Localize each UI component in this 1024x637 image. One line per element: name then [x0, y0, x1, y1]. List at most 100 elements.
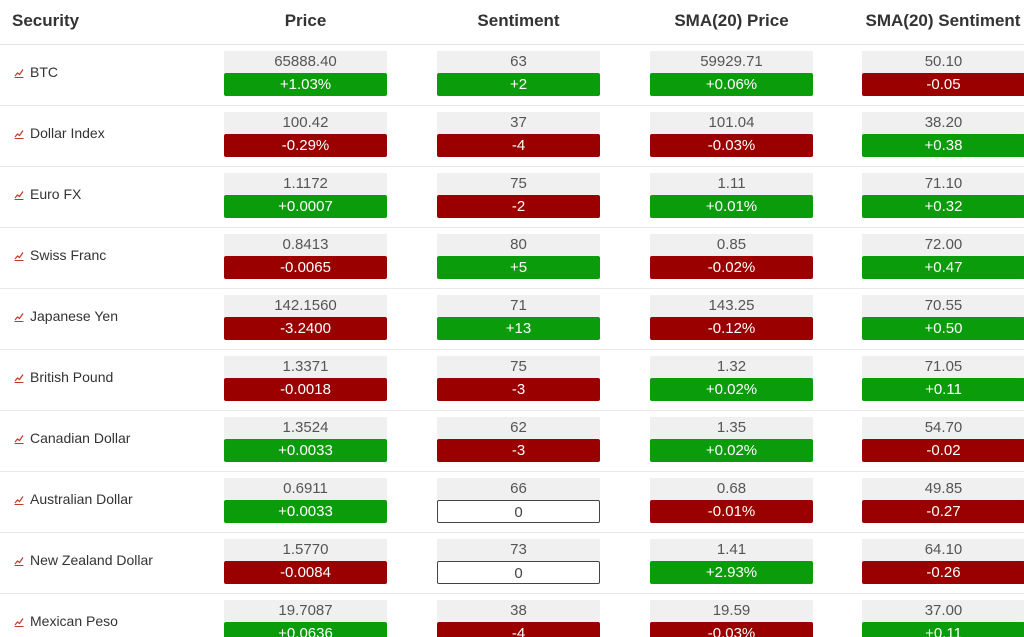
- price-cell: 1.1172 +0.0007: [224, 173, 387, 218]
- price-change-badge: +0.0033: [224, 439, 387, 462]
- price-value: 1.3371: [224, 356, 387, 378]
- security-link[interactable]: BTC: [14, 64, 58, 80]
- sma-sentiment-change-badge: +0.11: [862, 622, 1024, 637]
- sma-price-value: 1.32: [650, 356, 813, 378]
- sma-sentiment-value: 71.10: [862, 173, 1024, 195]
- sentiment-cell: 73 0: [437, 539, 600, 584]
- sentiment-change-badge: 0: [437, 561, 600, 584]
- table-row: Canadian Dollar 1.3524 +0.0033 62 -3 1.35 +0.0…: [0, 410, 1024, 472]
- sentiment-value: 62: [437, 417, 600, 439]
- sma-sentiment-cell: 38.20 +0.38: [862, 112, 1024, 157]
- header-sma-price[interactable]: SMA(20) Price: [674, 11, 789, 30]
- security-name: Canadian Dollar: [30, 430, 131, 446]
- sma-price-value: 1.41: [650, 539, 813, 561]
- sma-price-value: 0.85: [650, 234, 813, 256]
- sentiment-change-badge: -4: [437, 622, 600, 637]
- price-cell: 65888.40 +1.03%: [224, 51, 387, 96]
- sentiment-change-badge: -2: [437, 195, 600, 218]
- sma-sentiment-change-badge: +0.47: [862, 256, 1024, 279]
- sentiment-change-badge: -4: [437, 134, 600, 157]
- security-link[interactable]: New Zealand Dollar: [14, 552, 153, 568]
- chart-line-icon: [14, 557, 24, 566]
- price-cell: 142.1560 -3.2400: [224, 295, 387, 340]
- sma-sentiment-value: 38.20: [862, 112, 1024, 134]
- sma-sentiment-cell: 70.55 +0.50: [862, 295, 1024, 340]
- sma-sentiment-change-badge: -0.02: [862, 439, 1024, 462]
- sma-price-change-badge: -0.02%: [650, 256, 813, 279]
- security-link[interactable]: Swiss Franc: [14, 247, 106, 263]
- table-row: New Zealand Dollar 1.5770 -0.0084 73 0 1.41 +2…: [0, 532, 1024, 594]
- header-sentiment[interactable]: Sentiment: [477, 11, 560, 30]
- header-sma-sentiment[interactable]: SMA(20) Sentiment: [865, 11, 1021, 30]
- security-link[interactable]: Japanese Yen: [14, 308, 118, 324]
- sentiment-value: 80: [437, 234, 600, 256]
- sma-price-cell: 1.32 +0.02%: [650, 356, 813, 401]
- security-link[interactable]: Australian Dollar: [14, 491, 133, 507]
- table-row: BTC 65888.40 +1.03% 63 +2 59929.71 +0.06% 50.10…: [0, 44, 1024, 106]
- price-value: 65888.40: [224, 51, 387, 73]
- sma-sentiment-cell: 49.85 -0.27: [862, 478, 1024, 523]
- sma-price-change-badge: -0.03%: [650, 622, 813, 637]
- sma-price-value: 1.35: [650, 417, 813, 439]
- sentiment-value: 71: [437, 295, 600, 317]
- price-cell: 1.5770 -0.0084: [224, 539, 387, 584]
- sma-sentiment-value: 54.70: [862, 417, 1024, 439]
- sma-price-value: 59929.71: [650, 51, 813, 73]
- sentiment-change-badge: 0: [437, 500, 600, 523]
- price-value: 1.1172: [224, 173, 387, 195]
- sma-sentiment-cell: 71.05 +0.11: [862, 356, 1024, 401]
- price-cell: 19.7087 +0.0636: [224, 600, 387, 637]
- security-link[interactable]: Euro FX: [14, 186, 81, 202]
- security-name: Euro FX: [30, 186, 82, 202]
- chart-line-icon: [14, 374, 24, 383]
- security-name: New Zealand Dollar: [30, 552, 153, 568]
- sentiment-cell: 62 -3: [437, 417, 600, 462]
- price-cell: 0.8413 -0.0065: [224, 234, 387, 279]
- sma-sentiment-change-badge: -0.26: [862, 561, 1024, 584]
- sma-price-value: 19.59: [650, 600, 813, 622]
- sma-sentiment-cell: 64.10 -0.26: [862, 539, 1024, 584]
- sma-sentiment-value: 64.10: [862, 539, 1024, 561]
- security-link[interactable]: Mexican Peso: [14, 613, 118, 629]
- table-header: Security Price Sentiment SMA(20) Price S…: [0, 0, 1024, 45]
- sma-price-value: 143.25: [650, 295, 813, 317]
- sentiment-cell: 75 -2: [437, 173, 600, 218]
- security-link[interactable]: British Pound: [14, 369, 113, 385]
- header-security[interactable]: Security: [12, 11, 80, 30]
- sentiment-change-badge: +2: [437, 73, 600, 96]
- sma-price-change-badge: +0.02%: [650, 439, 813, 462]
- chart-line-icon: [14, 618, 24, 627]
- sentiment-value: 73: [437, 539, 600, 561]
- price-cell: 1.3524 +0.0033: [224, 417, 387, 462]
- security-name: Mexican Peso: [30, 613, 118, 629]
- sma-price-change-badge: -0.12%: [650, 317, 813, 340]
- price-value: 0.6911: [224, 478, 387, 500]
- chart-line-icon: [14, 435, 24, 444]
- header-price[interactable]: Price: [284, 11, 327, 30]
- sentiment-value: 75: [437, 173, 600, 195]
- sentiment-change-badge: +13: [437, 317, 600, 340]
- chart-line-icon: [14, 313, 24, 322]
- price-change-badge: +0.0033: [224, 500, 387, 523]
- price-value: 1.3524: [224, 417, 387, 439]
- sma-sentiment-change-badge: +0.32: [862, 195, 1024, 218]
- security-name: Swiss Franc: [30, 247, 107, 263]
- price-change-badge: +0.0636: [224, 622, 387, 637]
- sma-sentiment-value: 70.55: [862, 295, 1024, 317]
- sma-price-value: 101.04: [650, 112, 813, 134]
- price-change-badge: +0.0007: [224, 195, 387, 218]
- sma-price-cell: 101.04 -0.03%: [650, 112, 813, 157]
- price-change-badge: -0.0018: [224, 378, 387, 401]
- chart-line-icon: [14, 252, 24, 261]
- security-link[interactable]: Canadian Dollar: [14, 430, 130, 446]
- sentiment-value: 63: [437, 51, 600, 73]
- sma-price-change-badge: +2.93%: [650, 561, 813, 584]
- sma-sentiment-change-badge: +0.38: [862, 134, 1024, 157]
- security-link[interactable]: Dollar Index: [14, 125, 105, 141]
- sma-price-cell: 1.35 +0.02%: [650, 417, 813, 462]
- sma-sentiment-cell: 37.00 +0.11: [862, 600, 1024, 637]
- sentiment-cell: 80 +5: [437, 234, 600, 279]
- sma-sentiment-change-badge: +0.11: [862, 378, 1024, 401]
- price-change-badge: +1.03%: [224, 73, 387, 96]
- sentiment-value: 38: [437, 600, 600, 622]
